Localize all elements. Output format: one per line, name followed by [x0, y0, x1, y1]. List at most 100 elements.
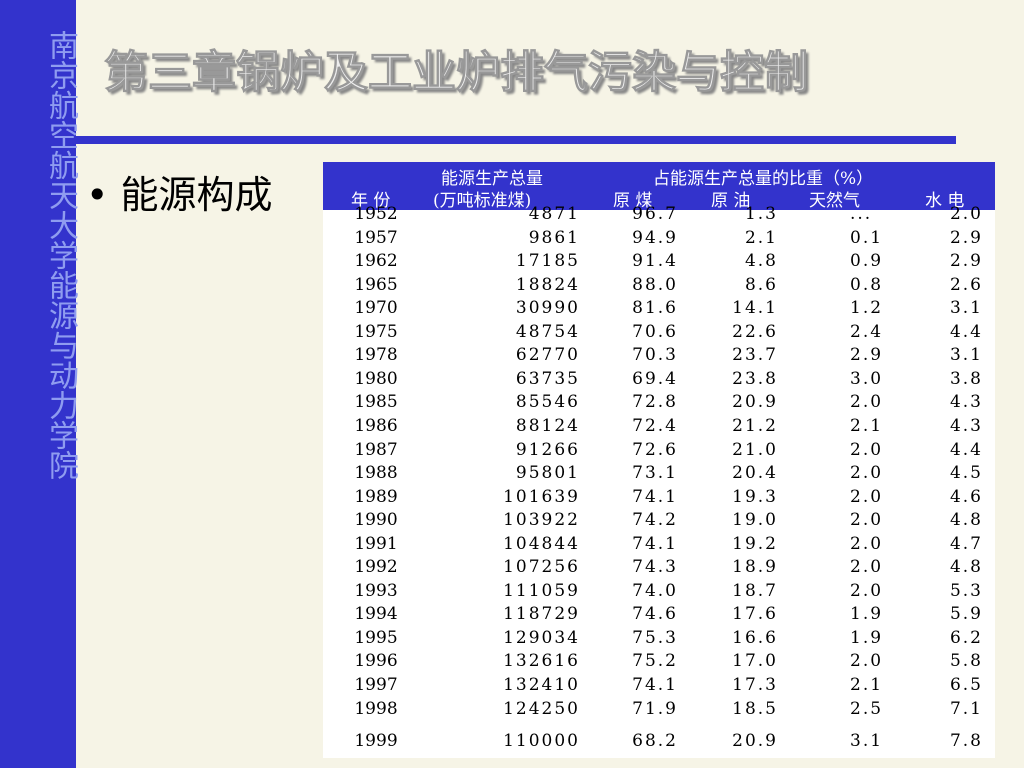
table-cell: 94.9: [632, 227, 678, 248]
table: 年 份 能源生产总量 (万吨标准煤) 占能源生产总量的比重（%） 原 煤 原 油…: [323, 162, 995, 758]
table-cell: 1992: [354, 557, 398, 578]
table-cell: 1990: [354, 510, 398, 531]
table-cell: 2.0: [850, 651, 884, 672]
table-cell: 1952: [354, 204, 398, 224]
table-cell: 1994: [354, 604, 398, 625]
table-cell: 4871: [528, 204, 580, 224]
table-cell: 20.4: [732, 463, 778, 484]
table-cell: 2.0: [850, 392, 884, 413]
table-cell: 1978: [354, 345, 398, 366]
table-cell: 1980: [354, 368, 398, 389]
table-cell: 17.3: [732, 675, 778, 695]
table-cell: 104844: [503, 533, 580, 554]
table-cell: 1957: [354, 227, 398, 248]
table-cell: 1975: [354, 321, 398, 342]
slide-title: 第三章锅炉及工业炉排气污染与控制: [104, 47, 809, 99]
table-cell: 3.1: [850, 731, 884, 752]
table-cell: 1962: [354, 251, 398, 272]
table-cell: 3.0: [850, 368, 884, 389]
table-cell: 48754: [515, 321, 580, 342]
table-cell: 18.7: [732, 580, 778, 601]
table-cell: 1989: [354, 486, 398, 507]
table-cell: 1991: [354, 533, 398, 554]
table-cell: 74.6: [632, 604, 678, 625]
table-cell: 5.9: [949, 604, 983, 625]
header-cell: 水 电: [925, 191, 965, 211]
sidebar: 南京航空航天大学能源与动力学院: [0, 0, 78, 768]
table-cell: 74.0: [632, 580, 678, 601]
table-cell: 21.0: [732, 439, 778, 460]
bullet: • 能源构成: [86, 173, 273, 217]
table-cell: 1988: [354, 463, 398, 484]
table-cell: 4.7: [949, 533, 983, 554]
table-cell: 2.4: [850, 321, 884, 342]
title-rule: [76, 136, 956, 144]
table-cell: 2.0: [850, 580, 884, 601]
table-cell: 2.0: [949, 204, 983, 224]
table-cell: 7.8: [949, 731, 983, 752]
table-cell: 17.6: [732, 604, 778, 625]
table-cell: 18.5: [732, 698, 778, 719]
table-cell: 118729: [503, 604, 580, 625]
table-cell: 19.3: [732, 486, 778, 507]
table-cell: 68.2: [632, 731, 678, 752]
table-cell: 72.6: [632, 439, 678, 460]
table-cell: 1965: [354, 274, 398, 295]
table-cell: 16.6: [732, 627, 778, 648]
table-cell: 85546: [515, 392, 580, 413]
table-cell: 23.8: [732, 368, 778, 389]
table-cell: 3.8: [949, 368, 983, 389]
table-cell: 4.4: [949, 321, 983, 342]
sidebar-text: 南京航空航天大学能源与动力学院: [43, 30, 78, 480]
table-cell: 132616: [503, 651, 580, 672]
header-cell: 能源生产总量: [441, 169, 543, 189]
table-cell: 103922: [503, 510, 580, 531]
table-cell: 74.1: [632, 533, 678, 554]
table-cell: 18824: [515, 274, 580, 295]
bullet-text: 能源构成: [120, 173, 273, 217]
table-cell: 18.9: [732, 557, 778, 578]
table-cell: 70.6: [632, 321, 678, 342]
table-cell: 23.7: [732, 345, 778, 366]
table-cell: 1.9: [850, 627, 884, 648]
table-cell: 9861: [528, 227, 580, 248]
table-cell: 111059: [503, 580, 580, 601]
table-cell: 1997: [354, 675, 398, 695]
table-cell: 62770: [515, 345, 580, 366]
table-cell: 88.0: [632, 274, 678, 295]
table-cell: 21.2: [732, 415, 778, 436]
table-cell: 20.9: [732, 731, 778, 752]
table-cell: 7.1: [949, 698, 983, 719]
table-cell: 5.3: [949, 580, 983, 601]
table-cell: 1970: [354, 298, 398, 319]
table-cell: 2.1: [850, 675, 884, 695]
table-cell: 6.2: [949, 627, 983, 648]
table-cell: 74.2: [632, 510, 678, 531]
table-cell: 1.9: [850, 604, 884, 625]
table-cell: 19.2: [732, 533, 778, 554]
table-cell: 75.2: [632, 651, 678, 672]
table-cell: 1.3: [744, 204, 778, 224]
table-cell: 1985: [354, 392, 398, 413]
header-cell: 年 份: [351, 191, 391, 211]
table-cell: 129034: [503, 627, 580, 648]
table-cell: 1986: [354, 415, 398, 436]
table-cell: 2.9: [949, 251, 983, 272]
table-cell: 91.4: [632, 251, 678, 272]
table-cell: 2.0: [850, 510, 884, 531]
table-cell: 3.1: [949, 345, 983, 366]
table-cell: 1.2: [850, 298, 884, 319]
table-cell: 1995: [354, 627, 398, 648]
table-cell: 88124: [515, 415, 580, 436]
table-cell: 1999: [354, 731, 398, 752]
table-cell: 71.9: [632, 698, 678, 719]
table-cell: 0.8: [850, 274, 884, 295]
table-cell: 2.0: [850, 439, 884, 460]
table-cell: 91266: [515, 439, 580, 460]
table-cell: 2.0: [850, 557, 884, 578]
table-cell: 19.0: [732, 510, 778, 531]
table-cell: 69.4: [632, 368, 678, 389]
table-cell: 63735: [515, 368, 580, 389]
table-cell: 96.7: [632, 204, 678, 224]
